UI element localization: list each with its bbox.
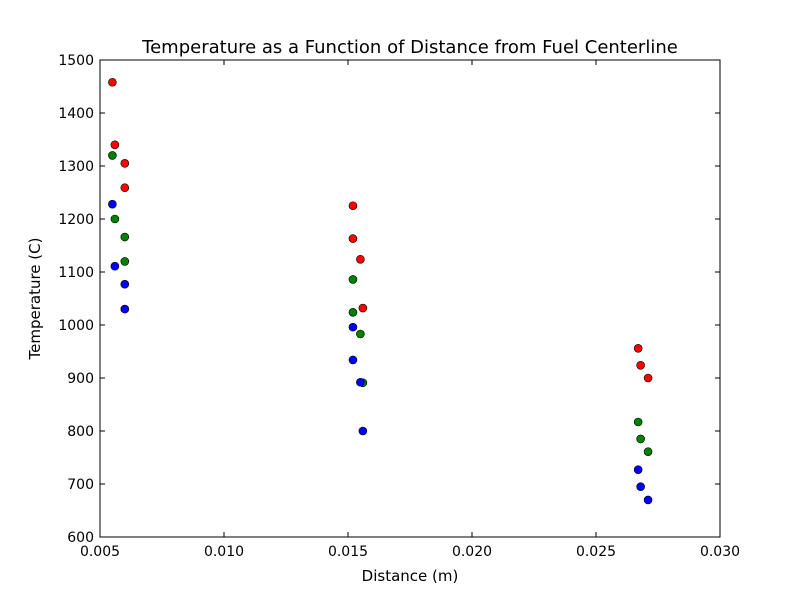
data-point [348, 201, 358, 211]
y-tick-label: 600 [67, 530, 94, 546]
data-point [348, 307, 358, 317]
data-point [636, 360, 645, 370]
x-tick-label: 0.025 [576, 544, 616, 560]
y-tick-label: 1500 [58, 53, 94, 69]
y-tick-label: 1000 [58, 318, 94, 334]
data-point [120, 304, 130, 314]
data-point [356, 377, 365, 387]
axis-ticks: 0.005 0.010 0.015 0.020 0.025 0.030 600 700 800 9… [58, 53, 740, 560]
chart-title: Temperature as a Function of Distance fr… [141, 37, 678, 58]
data-point [633, 417, 643, 427]
plot-frame [99, 59, 721, 538]
data-point [120, 279, 130, 289]
y-tick-label: 1400 [58, 106, 94, 122]
data-point [108, 199, 117, 209]
data-point [120, 159, 130, 168]
data-point [348, 275, 358, 284]
data-point [108, 151, 117, 160]
data-point [120, 183, 130, 193]
data-point [348, 234, 358, 243]
x-tick-label: 0.015 [328, 544, 368, 560]
y-tick-label: 1300 [58, 159, 94, 175]
y-axis-label: Temperature (C) [26, 238, 44, 361]
data-point [356, 254, 365, 264]
data-point [110, 140, 120, 150]
data-points [108, 77, 653, 505]
x-tick-label: 0.020 [452, 544, 492, 560]
data-point [636, 482, 645, 491]
data-point [348, 355, 358, 365]
data-point [643, 373, 653, 383]
data-point [120, 257, 130, 266]
x-axis-label: Distance (m) [362, 567, 459, 585]
x-tick-label: 0.030 [700, 544, 740, 560]
data-point [358, 426, 368, 436]
data-point [356, 329, 365, 339]
y-tick-label: 900 [67, 371, 94, 387]
data-point [643, 447, 653, 456]
data-point [633, 465, 643, 474]
y-tick-label: 700 [67, 477, 94, 493]
y-tick-label: 1200 [58, 212, 94, 228]
x-tick-label: 0.005 [80, 544, 120, 560]
data-point [633, 344, 643, 353]
data-point [636, 434, 645, 444]
data-point [108, 77, 117, 87]
data-point [358, 303, 368, 313]
y-tick-label: 800 [67, 424, 94, 440]
data-point [110, 214, 120, 224]
data-point [348, 322, 358, 332]
data-point [643, 495, 653, 505]
data-point [120, 232, 130, 242]
x-tick-label: 0.010 [204, 544, 244, 560]
data-point [110, 261, 120, 271]
y-tick-label: 1100 [58, 265, 94, 281]
